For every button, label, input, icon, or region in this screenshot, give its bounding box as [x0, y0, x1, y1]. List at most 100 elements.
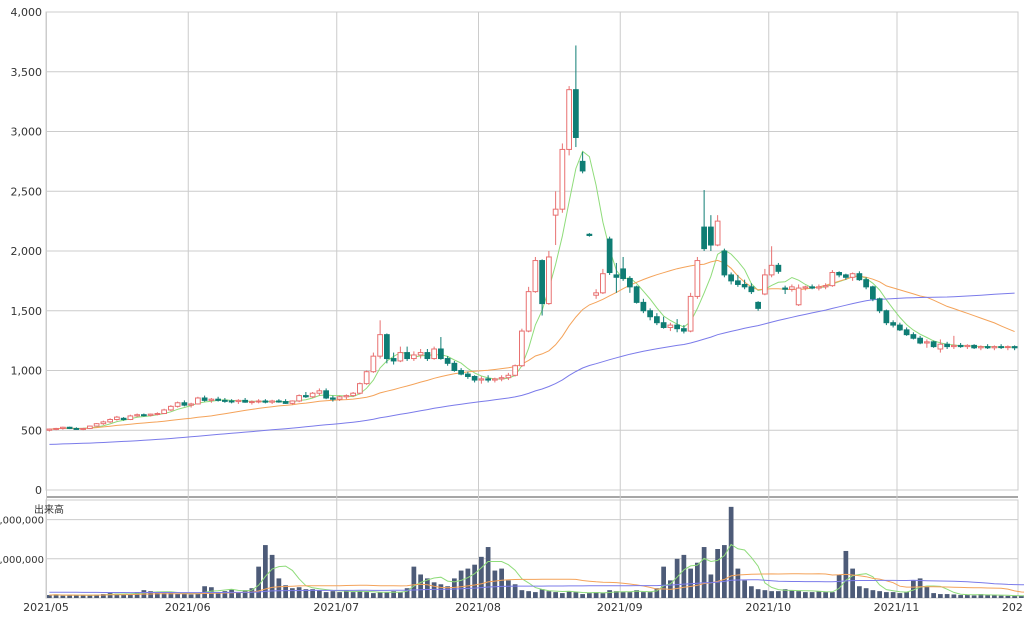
- volume-bar: [94, 594, 99, 598]
- candle-body: [66, 426, 73, 429]
- candle-body: [316, 390, 323, 394]
- volume-bar: [323, 592, 329, 598]
- volume-bar: [404, 588, 410, 598]
- candle-body: [633, 286, 640, 303]
- volume-bar: [512, 584, 518, 598]
- volume-bar: [236, 592, 241, 598]
- candle-body: [384, 334, 390, 360]
- volume-tick-label: 4,000,000: [0, 516, 44, 527]
- volume-bar: [350, 592, 356, 598]
- volume-bar: [479, 556, 484, 598]
- candle-body: [546, 256, 552, 305]
- date-tick-label: 2021/10: [745, 601, 791, 614]
- candle-body: [681, 328, 687, 332]
- candle-body: [586, 233, 593, 236]
- volume-bar: [485, 547, 491, 598]
- candle-body: [357, 383, 363, 394]
- date-tick-label: 2021/09: [597, 601, 643, 614]
- volume-bar: [47, 595, 52, 598]
- candle-body: [654, 316, 660, 324]
- candle-body: [539, 260, 545, 305]
- date-tick-label: 2021/08: [455, 601, 501, 614]
- candle-body: [330, 397, 336, 400]
- volume-bar: [992, 595, 997, 598]
- volume-bar: [134, 592, 140, 598]
- volume-bar: [344, 590, 349, 598]
- candle-body: [370, 355, 377, 373]
- volume-bar: [492, 570, 498, 598]
- candle-body: [397, 352, 404, 362]
- volume-bar: [269, 554, 275, 598]
- volume-bar: [823, 592, 828, 598]
- volume-bar: [600, 593, 606, 598]
- volume-bar: [391, 591, 396, 598]
- candle-body: [944, 343, 950, 348]
- volume-bar: [708, 574, 714, 598]
- volume-bar: [911, 580, 916, 598]
- volume-bar: [836, 574, 842, 598]
- candle-body: [903, 329, 910, 336]
- candle-body: [566, 89, 572, 150]
- volume-bar: [330, 591, 336, 598]
- volume-bar: [418, 574, 423, 598]
- candle-body: [667, 324, 674, 328]
- candle-body: [849, 273, 856, 278]
- volume-bar: [53, 594, 59, 598]
- volume-bar: [661, 566, 666, 598]
- volume-bar: [789, 590, 795, 598]
- volume-bar: [438, 584, 444, 598]
- candle-body: [559, 148, 566, 210]
- candle-body: [789, 286, 795, 290]
- volume-bar: [722, 545, 727, 598]
- candle-body: [782, 287, 788, 290]
- volume-bar: [762, 590, 768, 598]
- candle-body: [276, 400, 282, 403]
- candle-body: [816, 286, 822, 289]
- price-axis: 0 500 1,000 1,500 2,000 2,500 3,000 3,500 4,000: [11, 6, 43, 497]
- volume-bar: [580, 594, 585, 598]
- volume-bar: [249, 588, 255, 598]
- volume-bar: [533, 592, 538, 598]
- candle-body: [660, 322, 667, 328]
- candle-body: [336, 396, 343, 400]
- date-tick-label: 2021/06: [165, 601, 211, 614]
- volume-bar: [938, 594, 943, 598]
- ma-short-line: [49, 150, 1015, 430]
- candle-body: [289, 400, 296, 404]
- volume-bar: [364, 592, 369, 598]
- date-tick-label: 2021/11: [874, 601, 920, 614]
- candle-body: [208, 398, 215, 401]
- candle-body: [924, 341, 930, 344]
- candle-body: [282, 401, 289, 404]
- volume-bar: [998, 595, 1004, 598]
- volume-bar: [560, 593, 565, 598]
- candle-body: [458, 370, 464, 375]
- candle-body: [708, 226, 714, 246]
- volume-bar: [114, 593, 120, 598]
- candle-body: [978, 346, 984, 349]
- candle-body: [343, 395, 350, 398]
- candle-body: [613, 274, 620, 278]
- volume-bar: [593, 592, 599, 598]
- volume-bar: [310, 589, 315, 598]
- candle-body: [444, 358, 451, 364]
- candle-body: [991, 346, 998, 349]
- volume-bar: [904, 592, 909, 598]
- volume-bar: [398, 592, 403, 598]
- volume-bar: [850, 568, 855, 598]
- candle-body: [809, 286, 815, 289]
- grid-lines: [45, 11, 1019, 599]
- x-axis: 2021/05 2021/06 2021/07 2021/08 2021/09 2021/…: [23, 601, 1024, 614]
- candle-body: [100, 421, 107, 425]
- candle-body: [735, 280, 741, 285]
- candle-body: [768, 264, 775, 276]
- volume-bar: [155, 592, 160, 598]
- candle-body: [600, 273, 606, 294]
- candle-body: [249, 401, 255, 404]
- volume-bar: [566, 591, 572, 598]
- candle-body: [262, 400, 269, 403]
- volume-bar: [283, 585, 288, 598]
- volume-bar: [884, 592, 889, 598]
- date-tick-label: 2021/12: [1002, 601, 1024, 614]
- candle-body: [363, 371, 370, 385]
